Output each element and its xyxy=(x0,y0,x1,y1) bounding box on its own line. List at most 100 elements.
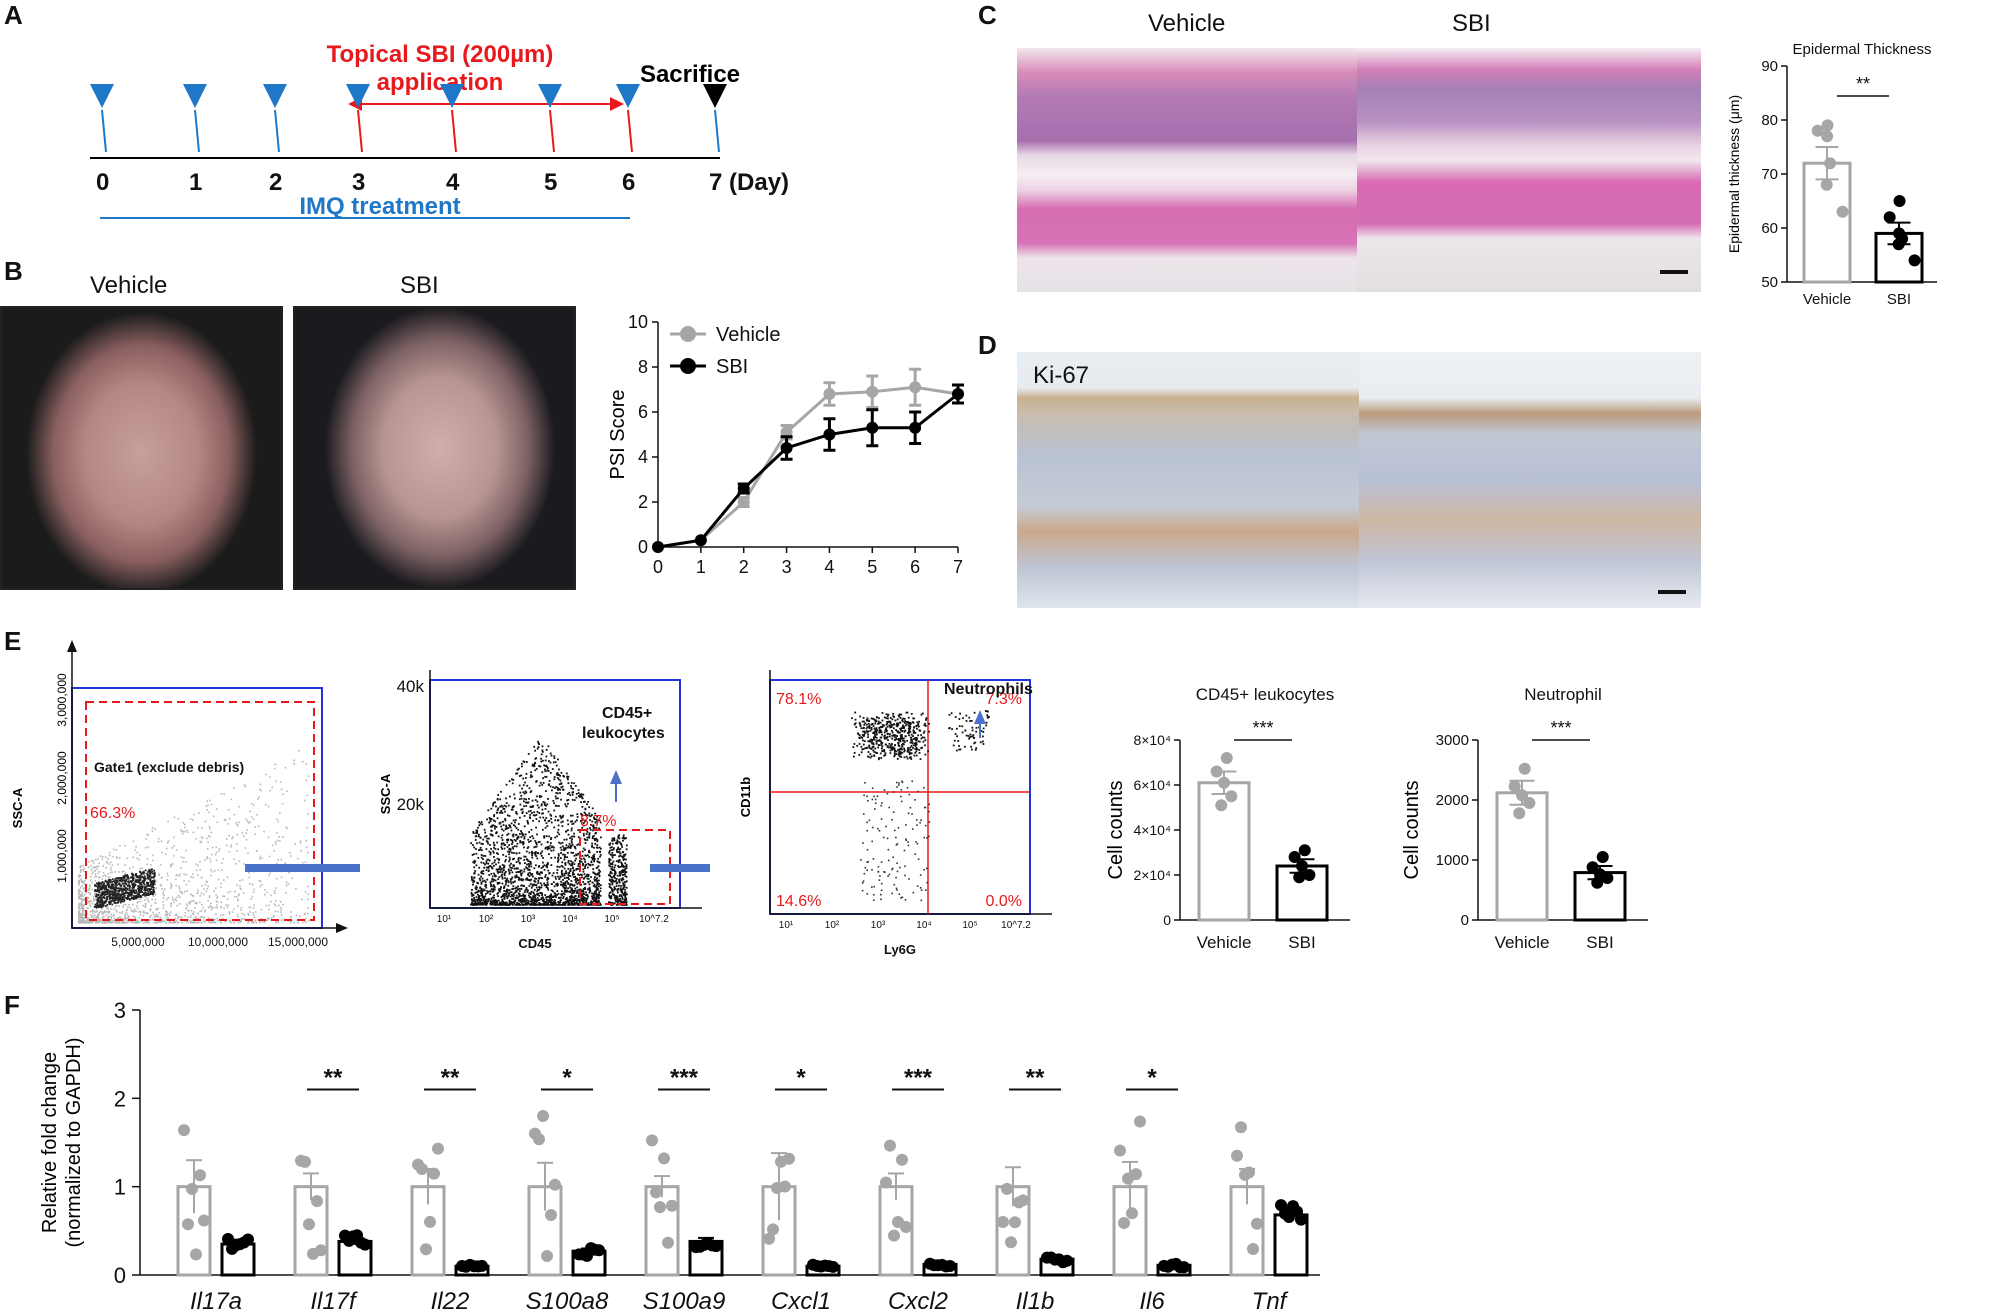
event-dot xyxy=(216,897,218,899)
event-dot xyxy=(157,915,159,917)
event-dot xyxy=(121,892,124,895)
event-dot xyxy=(589,815,592,818)
event-dot xyxy=(81,895,84,898)
event-dot xyxy=(582,868,585,871)
event-dot xyxy=(883,724,885,727)
event-dot xyxy=(617,887,620,890)
event-dot xyxy=(573,799,576,802)
event-dot xyxy=(500,810,503,812)
event-dot xyxy=(117,887,120,890)
event-dot xyxy=(624,894,627,897)
event-dot xyxy=(189,818,192,820)
event-dot xyxy=(566,856,568,859)
event-dot xyxy=(615,877,618,880)
he-stain-image-sbi xyxy=(1357,48,1701,292)
event-dot xyxy=(184,849,187,852)
event-dot xyxy=(571,793,574,796)
event-dot xyxy=(893,752,896,754)
event-dot xyxy=(105,887,108,890)
event-dot xyxy=(106,860,108,863)
event-dot xyxy=(108,915,110,918)
event-dot xyxy=(124,913,127,915)
event-dot xyxy=(162,907,165,910)
event-dot xyxy=(196,902,198,905)
event-dot xyxy=(609,865,612,868)
event-dot xyxy=(610,880,613,883)
event-dot xyxy=(97,872,99,875)
event-dot xyxy=(107,876,110,879)
event-dot xyxy=(471,895,473,897)
event-dot xyxy=(249,821,252,824)
y-axis-label: Epidermal thickness (μm) xyxy=(1726,95,1742,253)
event-dot xyxy=(220,921,222,924)
event-dot xyxy=(578,796,581,798)
event-dot xyxy=(193,920,195,923)
event-dot xyxy=(527,822,530,825)
event-dot xyxy=(95,921,97,924)
event-dot xyxy=(209,828,211,830)
event-dot xyxy=(189,902,191,905)
event-dot xyxy=(508,780,511,783)
event-dot xyxy=(477,890,480,893)
event-dot xyxy=(157,907,159,910)
event-dot xyxy=(621,855,623,858)
event-dot xyxy=(491,867,494,870)
event-dot xyxy=(129,867,131,870)
event-dot xyxy=(563,872,566,875)
event-dot xyxy=(540,803,543,806)
event-dot xyxy=(542,816,545,819)
event-dot xyxy=(538,903,540,906)
event-dot xyxy=(597,895,600,898)
event-dot xyxy=(582,793,585,796)
event-dot xyxy=(132,897,135,900)
event-dot xyxy=(200,921,203,924)
event-dot xyxy=(178,887,181,890)
y-tick-label: 10 xyxy=(628,312,648,332)
event-dot xyxy=(490,848,492,850)
event-dot xyxy=(267,908,270,911)
event-dot xyxy=(122,918,125,920)
event-dot xyxy=(122,897,125,900)
event-dot xyxy=(544,874,547,876)
event-dot xyxy=(205,890,208,893)
event-dot xyxy=(80,906,83,909)
event-dot xyxy=(122,900,125,903)
event-dot xyxy=(117,890,120,892)
event-dot xyxy=(155,915,158,917)
event-dot xyxy=(170,921,172,924)
event-dot xyxy=(86,899,88,902)
event-dot xyxy=(596,820,599,823)
event-dot xyxy=(508,856,511,859)
event-dot xyxy=(155,908,157,911)
event-dot xyxy=(508,864,511,867)
event-dot xyxy=(199,910,201,913)
event-dot xyxy=(216,917,219,920)
event-dot xyxy=(565,876,568,879)
event-dot xyxy=(175,849,178,851)
event-dot xyxy=(619,873,622,875)
event-dot xyxy=(511,782,514,785)
event-dot xyxy=(202,906,204,909)
event-dot xyxy=(524,897,527,900)
event-dot xyxy=(107,881,110,883)
event-dot xyxy=(542,812,544,815)
event-dot xyxy=(619,852,622,855)
event-dot xyxy=(99,896,102,899)
event-dot xyxy=(536,871,538,874)
event-dot xyxy=(524,790,527,793)
event-dot xyxy=(526,867,528,870)
event-dot xyxy=(528,875,531,877)
event-dot xyxy=(141,891,143,893)
treatment-triangle-icon xyxy=(440,84,464,108)
event-dot xyxy=(566,851,569,854)
event-dot xyxy=(573,899,576,902)
event-dot xyxy=(473,853,475,856)
event-dot xyxy=(618,855,621,858)
event-dot xyxy=(91,860,94,862)
event-dot xyxy=(191,919,193,922)
event-dot xyxy=(535,780,538,782)
event-dot xyxy=(139,911,142,913)
event-dot xyxy=(512,864,515,867)
event-dot xyxy=(486,837,489,840)
event-dot xyxy=(518,898,520,901)
